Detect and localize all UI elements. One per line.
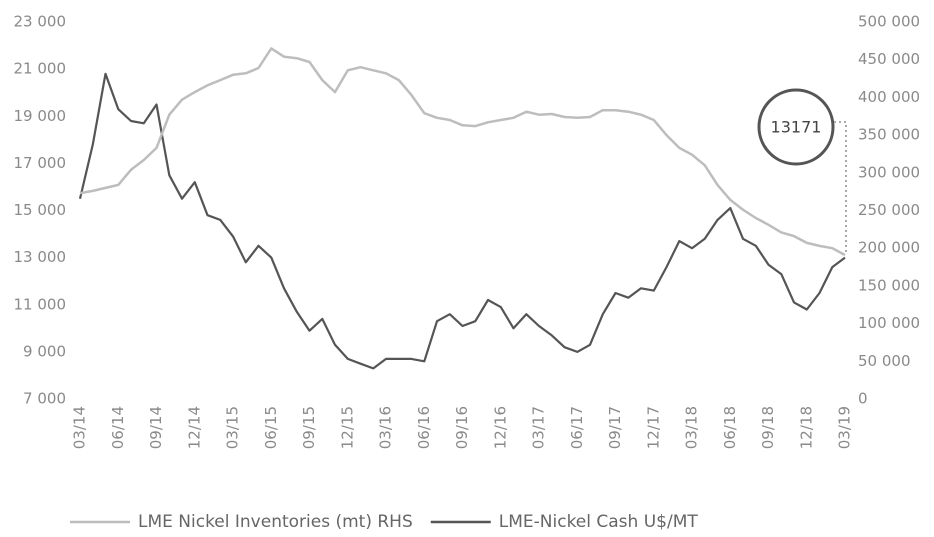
y-tick-label: 15 000 (14, 201, 67, 219)
annotation-text: 13171 (771, 118, 822, 137)
x-tick-label: 03/18 (683, 406, 701, 449)
x-tick-label: 09/17 (606, 406, 624, 449)
y2-tick-label: 100 000 (858, 314, 920, 332)
x-tick-label: 06/14 (109, 406, 127, 449)
annotation: 13171 (757, 88, 847, 255)
x-tick-label: 09/14 (147, 406, 165, 449)
x-tick-label: 12/18 (797, 406, 815, 449)
x-tick-label: 12/15 (338, 406, 356, 449)
y2-tick-label: 250 000 (858, 201, 920, 219)
x-tick-label: 12/14 (185, 406, 203, 449)
x-tick-label: 09/15 (300, 406, 318, 449)
x-tick-label: 09/16 (453, 406, 471, 449)
y2-tick-label: 400 000 (858, 88, 920, 106)
y-tick-label: 7 000 (23, 390, 66, 408)
y-tick-label: 11 000 (14, 295, 67, 313)
x-tick-label: 03/19 (836, 406, 854, 449)
legend-label: LME Nickel Inventories (mt) RHS (138, 512, 413, 532)
y-tick-label: 9 000 (23, 342, 66, 360)
legend-label: LME-Nickel Cash U$/MT (499, 512, 699, 532)
y-tick-label: 23 000 (14, 13, 67, 31)
x-tick-label: 06/18 (721, 406, 739, 449)
x-tick-label: 06/17 (568, 406, 586, 449)
y2-tick-label: 50 000 (858, 352, 911, 370)
x-tick-label: 06/15 (262, 406, 280, 449)
legend: LME Nickel Inventories (mt) RHS LME-Nicke… (70, 512, 698, 532)
annotation-leader (834, 121, 847, 255)
x-tick-label: 03/14 (71, 406, 89, 449)
x-tick-label: 12/17 (644, 406, 662, 449)
series-line (78, 72, 846, 370)
y2-tick-label: 450 000 (858, 50, 920, 68)
x-tick-label: 03/16 (377, 406, 395, 449)
y-tick-label: 17 000 (14, 154, 67, 172)
y2-tick-label: 500 000 (858, 13, 920, 31)
x-tick-label: 12/16 (491, 406, 509, 449)
y2-tick-label: 0 (858, 390, 868, 408)
x-tick-label: 03/17 (530, 406, 548, 449)
x-tick-label: 03/15 (224, 406, 242, 449)
y-tick-label: 21 000 (14, 60, 67, 78)
y2-tick-label: 150 000 (858, 276, 920, 294)
annotation-circle (757, 88, 835, 166)
x-tick-label: 06/16 (415, 406, 433, 449)
x-tick-label: 09/18 (759, 406, 777, 449)
y2-tick-label: 200 000 (858, 239, 920, 257)
y-tick-label: 19 000 (14, 107, 67, 125)
y2-tick-label: 350 000 (858, 126, 920, 144)
y-tick-label: 13 000 (14, 248, 67, 266)
y2-tick-label: 300 000 (858, 163, 920, 181)
series-line (79, 47, 846, 257)
